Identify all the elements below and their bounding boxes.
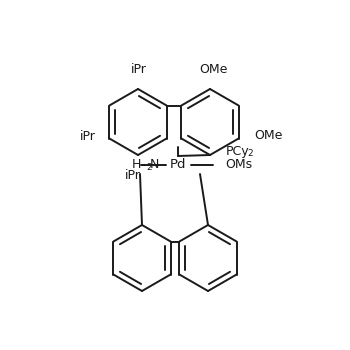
Text: OMs: OMs <box>225 159 252 172</box>
Text: N: N <box>150 159 159 172</box>
Text: 2: 2 <box>247 149 253 159</box>
Text: iPr: iPr <box>125 169 141 182</box>
Text: OMe: OMe <box>254 129 283 142</box>
Text: iPr: iPr <box>79 130 96 143</box>
Text: 2: 2 <box>146 163 152 173</box>
Text: PCy: PCy <box>226 145 250 158</box>
Text: Pd: Pd <box>170 159 186 172</box>
Text: H: H <box>132 159 141 172</box>
Text: OMe: OMe <box>199 63 227 76</box>
Text: iPr: iPr <box>131 63 147 76</box>
